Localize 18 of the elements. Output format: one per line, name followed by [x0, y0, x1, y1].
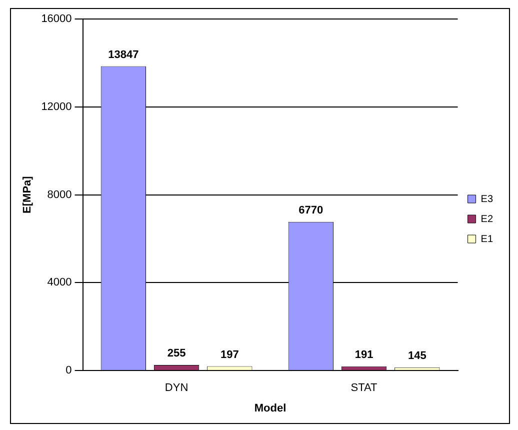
data-label: 197	[220, 348, 239, 361]
data-label: 145	[408, 350, 426, 362]
data-label: 6770	[298, 204, 324, 216]
y-tick-label: 4000	[47, 276, 72, 289]
x-axis-title: Model	[254, 402, 286, 414]
data-label: 191	[354, 348, 374, 361]
y-axis-title: E[MPa]	[22, 176, 34, 214]
y-tick-label: 8000	[47, 188, 72, 201]
data-label: 255	[167, 348, 186, 360]
y-tick-label: 0	[66, 364, 72, 377]
y-tick-label: 12000	[41, 100, 72, 113]
x-tick-label: DYN	[164, 382, 188, 394]
legend-label: E2	[480, 214, 494, 225]
y-tick-label: 16000	[41, 13, 72, 26]
x-tick-label: STAT	[350, 382, 378, 394]
data-label: 13847	[108, 48, 139, 61]
legend-label: E1	[480, 234, 494, 245]
legend-label: E3	[480, 194, 494, 205]
